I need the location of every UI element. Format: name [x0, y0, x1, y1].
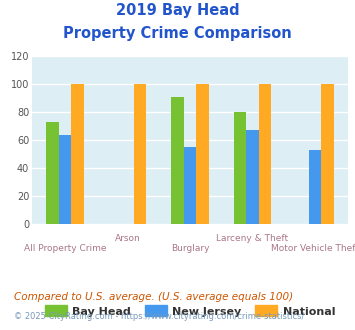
Bar — [71, 84, 84, 224]
Bar — [134, 84, 146, 224]
Bar — [184, 147, 196, 224]
Text: Motor Vehicle Theft: Motor Vehicle Theft — [271, 244, 355, 253]
Bar — [321, 84, 334, 224]
Bar — [234, 112, 246, 224]
Legend: Bay Head, New Jersey, National: Bay Head, New Jersey, National — [40, 301, 340, 321]
Bar — [171, 97, 184, 224]
Text: © 2025 CityRating.com - https://www.cityrating.com/crime-statistics/: © 2025 CityRating.com - https://www.city… — [14, 312, 305, 321]
Bar — [196, 84, 209, 224]
Bar — [46, 122, 59, 224]
Text: 2019 Bay Head: 2019 Bay Head — [116, 3, 239, 18]
Bar — [246, 130, 258, 224]
Text: Property Crime Comparison: Property Crime Comparison — [63, 26, 292, 41]
Text: All Property Crime: All Property Crime — [24, 244, 106, 253]
Text: Arson: Arson — [115, 234, 140, 243]
Text: Larceny & Theft: Larceny & Theft — [216, 234, 288, 243]
Text: Burglary: Burglary — [171, 244, 209, 253]
Bar — [308, 150, 321, 224]
Bar — [258, 84, 271, 224]
Bar — [59, 135, 71, 224]
Text: Compared to U.S. average. (U.S. average equals 100): Compared to U.S. average. (U.S. average … — [14, 292, 293, 302]
